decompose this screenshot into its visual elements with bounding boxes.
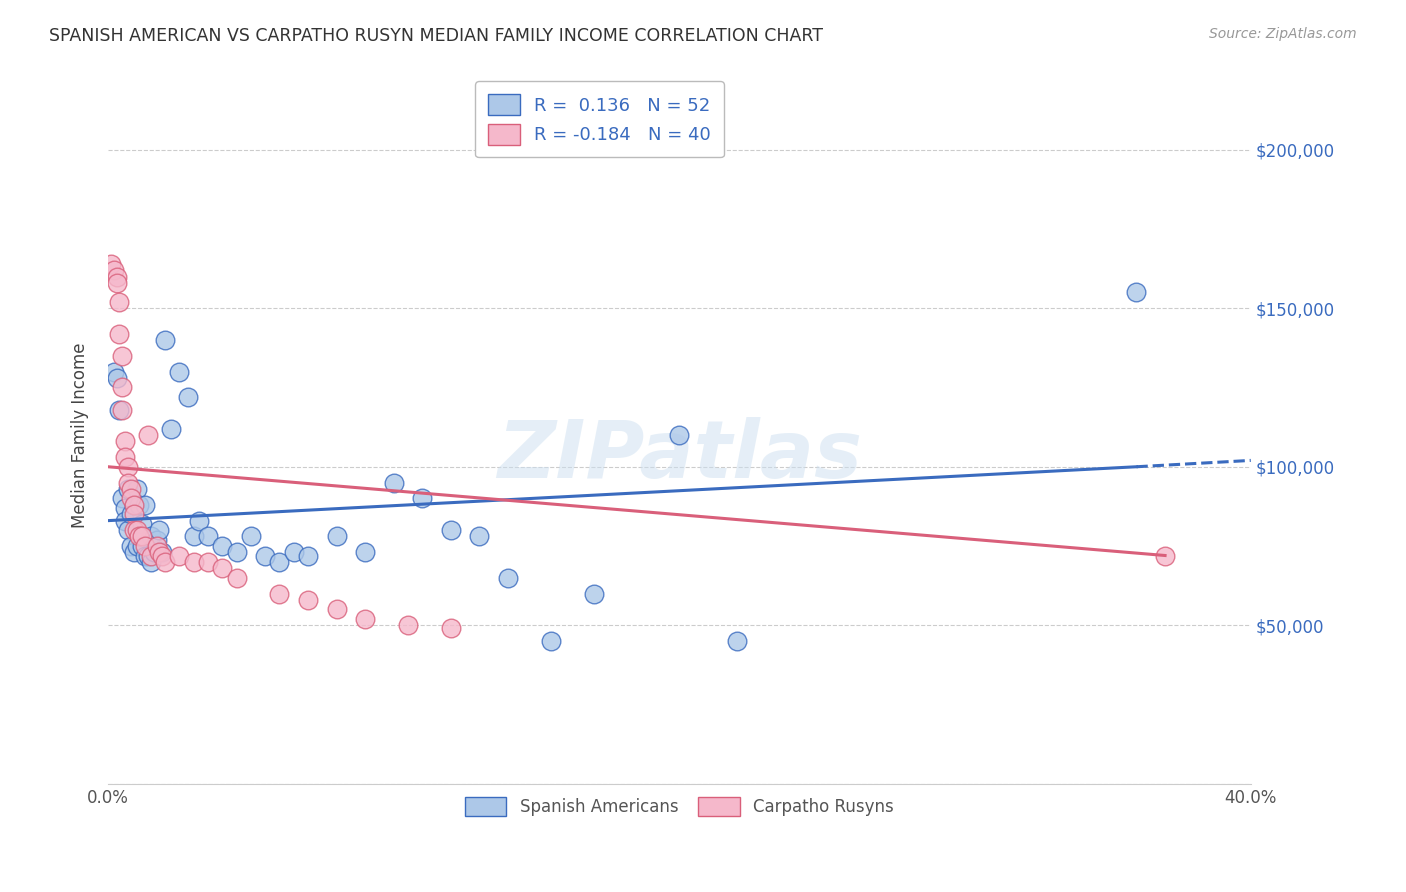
Point	[153, 333, 176, 347]
Point	[225, 545, 247, 559]
Point	[468, 529, 491, 543]
Point	[440, 621, 463, 635]
Point	[668, 428, 690, 442]
Point	[354, 545, 377, 559]
Point	[440, 523, 463, 537]
Point	[120, 539, 142, 553]
Point	[111, 491, 134, 506]
Point	[114, 450, 136, 465]
Point	[188, 514, 211, 528]
Point	[142, 545, 165, 559]
Point	[225, 571, 247, 585]
Point	[108, 402, 131, 417]
Point	[148, 545, 170, 559]
Point	[134, 539, 156, 553]
Point	[139, 555, 162, 569]
Point	[103, 263, 125, 277]
Point	[297, 593, 319, 607]
Legend: Spanish Americans, Carpatho Rusyns: Spanish Americans, Carpatho Rusyns	[457, 789, 903, 824]
Point	[540, 634, 562, 648]
Point	[125, 482, 148, 496]
Point	[354, 612, 377, 626]
Point	[396, 618, 419, 632]
Point	[114, 500, 136, 515]
Point	[197, 529, 219, 543]
Point	[136, 428, 159, 442]
Point	[117, 459, 139, 474]
Point	[283, 545, 305, 559]
Point	[103, 365, 125, 379]
Point	[239, 529, 262, 543]
Point	[120, 482, 142, 496]
Point	[382, 475, 405, 490]
Point	[122, 498, 145, 512]
Point	[725, 634, 748, 648]
Point	[211, 561, 233, 575]
Point	[134, 498, 156, 512]
Point	[111, 349, 134, 363]
Point	[131, 529, 153, 543]
Point	[183, 555, 205, 569]
Point	[150, 545, 173, 559]
Point	[139, 529, 162, 543]
Point	[148, 523, 170, 537]
Point	[131, 516, 153, 531]
Point	[325, 529, 347, 543]
Point	[139, 549, 162, 563]
Point	[145, 533, 167, 547]
Point	[114, 514, 136, 528]
Point	[128, 529, 150, 543]
Point	[269, 586, 291, 600]
Point	[496, 571, 519, 585]
Y-axis label: Median Family Income: Median Family Income	[72, 343, 89, 528]
Text: ZIPatlas: ZIPatlas	[496, 417, 862, 495]
Point	[211, 539, 233, 553]
Point	[100, 257, 122, 271]
Point	[105, 371, 128, 385]
Point	[145, 539, 167, 553]
Point	[136, 549, 159, 563]
Point	[117, 475, 139, 490]
Text: Source: ZipAtlas.com: Source: ZipAtlas.com	[1209, 27, 1357, 41]
Point	[122, 545, 145, 559]
Point	[108, 326, 131, 341]
Point	[160, 422, 183, 436]
Point	[134, 549, 156, 563]
Point	[105, 276, 128, 290]
Point	[254, 549, 277, 563]
Point	[582, 586, 605, 600]
Point	[117, 482, 139, 496]
Point	[325, 602, 347, 616]
Point	[122, 498, 145, 512]
Point	[128, 498, 150, 512]
Point	[114, 434, 136, 449]
Point	[183, 529, 205, 543]
Point	[120, 491, 142, 506]
Point	[169, 365, 191, 379]
Point	[150, 549, 173, 563]
Point	[153, 555, 176, 569]
Point	[111, 402, 134, 417]
Point	[120, 508, 142, 522]
Point	[1154, 549, 1177, 563]
Point	[411, 491, 433, 506]
Point	[108, 294, 131, 309]
Point	[125, 523, 148, 537]
Point	[117, 523, 139, 537]
Point	[197, 555, 219, 569]
Point	[122, 508, 145, 522]
Point	[1125, 285, 1147, 300]
Point	[269, 555, 291, 569]
Text: SPANISH AMERICAN VS CARPATHO RUSYN MEDIAN FAMILY INCOME CORRELATION CHART: SPANISH AMERICAN VS CARPATHO RUSYN MEDIA…	[49, 27, 823, 45]
Point	[122, 523, 145, 537]
Point	[125, 539, 148, 553]
Point	[111, 380, 134, 394]
Point	[169, 549, 191, 563]
Point	[177, 390, 200, 404]
Point	[105, 269, 128, 284]
Point	[131, 539, 153, 553]
Point	[297, 549, 319, 563]
